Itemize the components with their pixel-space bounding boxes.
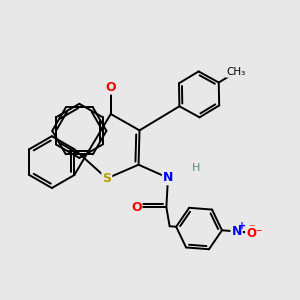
Text: H: H <box>192 163 200 173</box>
Text: O⁻: O⁻ <box>246 227 262 240</box>
Text: N: N <box>232 225 242 238</box>
Text: N: N <box>163 171 173 184</box>
Text: +: + <box>238 221 246 231</box>
Text: S: S <box>102 172 111 185</box>
Text: O: O <box>246 224 257 237</box>
Text: O: O <box>105 81 116 94</box>
Text: CH₃: CH₃ <box>226 67 245 77</box>
Text: O: O <box>131 201 142 214</box>
